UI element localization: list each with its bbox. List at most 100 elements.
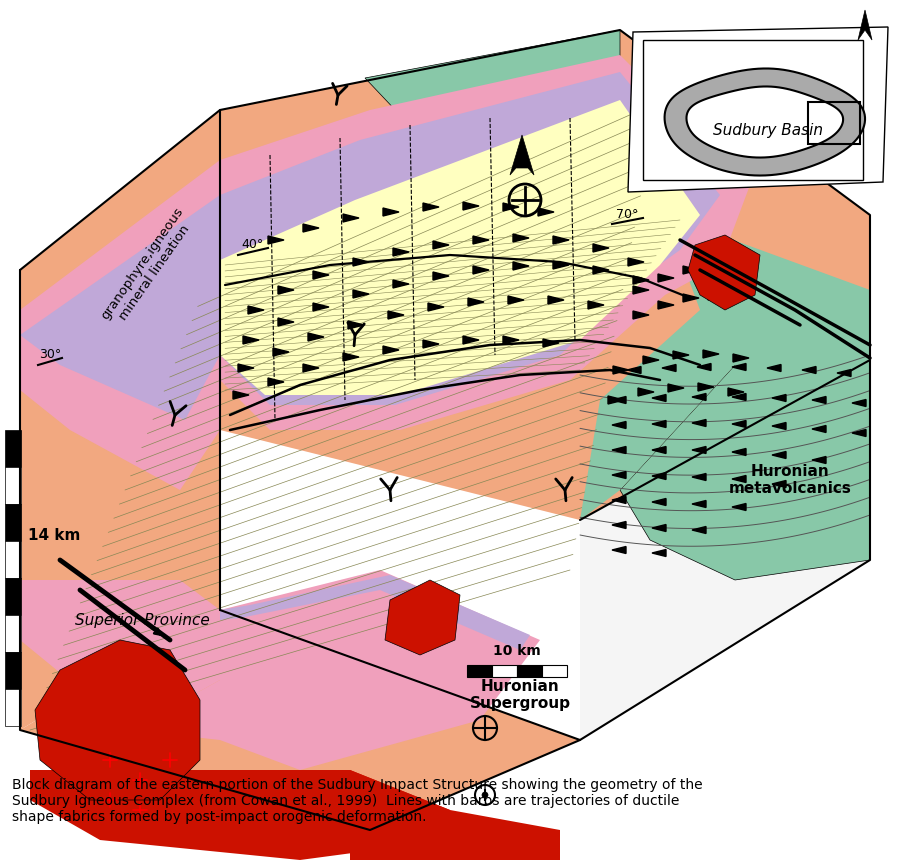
Polygon shape <box>365 30 620 130</box>
Bar <box>5 652 21 689</box>
Polygon shape <box>628 258 644 266</box>
Polygon shape <box>772 395 786 402</box>
Polygon shape <box>673 351 689 359</box>
Polygon shape <box>268 378 284 386</box>
Polygon shape <box>20 110 220 730</box>
Polygon shape <box>733 354 749 362</box>
Polygon shape <box>593 244 609 252</box>
Polygon shape <box>732 394 746 401</box>
Polygon shape <box>383 208 399 216</box>
Polygon shape <box>273 348 289 356</box>
Polygon shape <box>683 294 699 302</box>
Polygon shape <box>508 296 524 304</box>
Polygon shape <box>313 271 329 279</box>
Polygon shape <box>664 69 865 175</box>
Polygon shape <box>652 421 666 427</box>
Polygon shape <box>703 350 719 358</box>
Text: 30°: 30° <box>39 348 62 361</box>
Polygon shape <box>772 422 786 429</box>
Polygon shape <box>553 236 569 244</box>
Polygon shape <box>692 501 706 507</box>
Polygon shape <box>393 280 409 288</box>
Text: 70°: 70° <box>615 208 638 222</box>
Polygon shape <box>220 575 530 650</box>
Polygon shape <box>220 30 870 520</box>
Polygon shape <box>802 366 816 373</box>
Polygon shape <box>658 301 674 309</box>
Polygon shape <box>652 499 666 506</box>
Polygon shape <box>732 364 746 371</box>
Polygon shape <box>772 481 786 488</box>
Text: Block diagram of the eastern portion of the Sudbury Impact Structure showing the: Block diagram of the eastern portion of … <box>12 778 702 825</box>
Polygon shape <box>348 321 364 329</box>
Polygon shape <box>433 241 449 249</box>
Bar <box>467 665 492 677</box>
Polygon shape <box>767 365 781 372</box>
Polygon shape <box>20 580 220 730</box>
Polygon shape <box>652 446 666 453</box>
Polygon shape <box>130 570 540 770</box>
Polygon shape <box>628 27 888 192</box>
Polygon shape <box>580 360 870 740</box>
Polygon shape <box>593 266 609 274</box>
Polygon shape <box>620 290 870 580</box>
Polygon shape <box>233 391 249 399</box>
Polygon shape <box>423 203 439 211</box>
Text: Huronian
metavolcanics: Huronian metavolcanics <box>729 464 852 496</box>
Polygon shape <box>238 364 254 372</box>
Polygon shape <box>633 276 649 284</box>
Polygon shape <box>852 429 866 437</box>
Polygon shape <box>652 525 666 531</box>
Polygon shape <box>548 296 564 304</box>
Polygon shape <box>510 135 534 175</box>
Polygon shape <box>852 400 866 407</box>
Text: 40°: 40° <box>241 238 263 251</box>
Polygon shape <box>220 100 700 395</box>
Polygon shape <box>668 384 684 392</box>
Polygon shape <box>463 336 479 344</box>
Polygon shape <box>627 366 641 373</box>
Polygon shape <box>638 388 654 396</box>
Polygon shape <box>473 266 489 274</box>
Polygon shape <box>543 339 559 347</box>
Polygon shape <box>708 264 724 272</box>
Polygon shape <box>613 366 629 374</box>
Polygon shape <box>513 262 529 270</box>
Text: Sudbury Basin: Sudbury Basin <box>713 122 823 138</box>
Polygon shape <box>612 471 626 478</box>
Polygon shape <box>612 546 626 554</box>
Polygon shape <box>652 550 666 556</box>
Polygon shape <box>612 396 626 403</box>
Polygon shape <box>388 311 404 319</box>
Polygon shape <box>353 258 369 266</box>
Polygon shape <box>220 72 720 405</box>
Polygon shape <box>343 353 359 361</box>
Polygon shape <box>692 394 706 401</box>
Polygon shape <box>633 311 649 319</box>
Polygon shape <box>698 383 714 391</box>
Bar <box>542 665 567 677</box>
Polygon shape <box>35 640 200 800</box>
Polygon shape <box>612 521 626 529</box>
Polygon shape <box>278 286 294 294</box>
Polygon shape <box>343 214 359 222</box>
Polygon shape <box>303 224 319 232</box>
Bar <box>5 504 21 541</box>
Polygon shape <box>383 346 399 354</box>
Polygon shape <box>313 303 329 311</box>
Polygon shape <box>385 580 460 655</box>
Polygon shape <box>652 395 666 402</box>
Polygon shape <box>308 333 324 341</box>
Polygon shape <box>612 496 626 503</box>
Polygon shape <box>393 248 409 256</box>
Polygon shape <box>658 274 674 282</box>
Bar <box>5 615 21 652</box>
Text: 10 km: 10 km <box>493 644 541 658</box>
Polygon shape <box>732 476 746 482</box>
Polygon shape <box>687 87 843 157</box>
Polygon shape <box>468 298 484 306</box>
Polygon shape <box>580 215 870 520</box>
Polygon shape <box>692 420 706 427</box>
Polygon shape <box>428 303 444 311</box>
Text: Superior Province: Superior Province <box>75 612 210 628</box>
